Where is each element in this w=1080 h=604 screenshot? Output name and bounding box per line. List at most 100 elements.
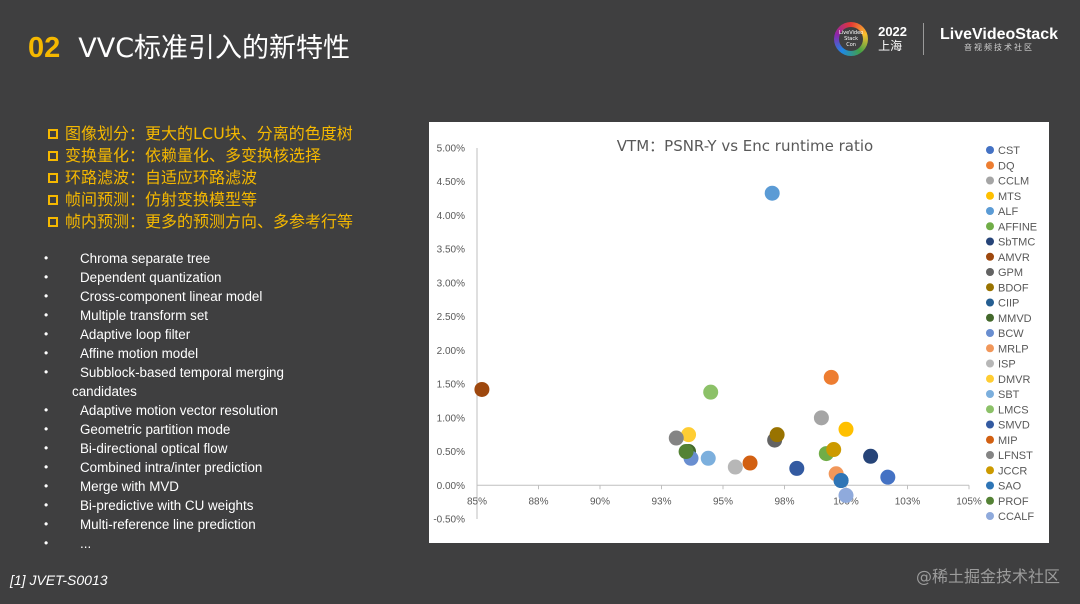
logo-divider: [923, 23, 925, 55]
legend-marker-gpm: [986, 268, 994, 276]
data-point-mip: [742, 455, 758, 471]
data-point-cst: [880, 469, 896, 485]
y-tick-label: 0.50%: [437, 447, 465, 458]
bullet-icon: •: [44, 441, 49, 455]
legend-label-sbt: SBT: [998, 389, 1020, 401]
list-item: • Chroma separate tree: [44, 251, 211, 266]
y-tick-label: 2.50%: [437, 312, 465, 323]
legend-marker-smvd: [986, 420, 994, 429]
footnote: [1] JVET-S0013: [10, 572, 108, 588]
data-point-sbt: [700, 450, 716, 466]
bullet-icon: •: [44, 498, 49, 512]
event-city: 上海: [878, 39, 903, 53]
data-point-lfnst: [668, 430, 684, 446]
feature-item: 环路滤波：自适应环路滤波: [48, 167, 353, 189]
legend-label-isp: ISP: [998, 359, 1016, 371]
y-tick-label: 4.00%: [437, 211, 465, 222]
legend-marker-amvr: [986, 252, 994, 261]
bullet-icon: •: [44, 460, 49, 474]
data-point-dmvr: [681, 427, 697, 443]
brand-logo: LiveVideoStack 音视频技术社区: [940, 26, 1058, 53]
scatter-chart: VTM：PSNR-Y vs Enc runtime ratio -0.50% 0.0…: [433, 137, 1037, 526]
scatter-chart-panel: VTM：PSNR-Y vs Enc runtime ratio -0.50% 0.0…: [429, 122, 1049, 543]
list-item: • Dependent quantization: [44, 270, 222, 285]
bullet-icon: •: [44, 270, 49, 284]
legend-marker-mip: [986, 435, 994, 444]
x-tick-label: 95%: [713, 496, 733, 507]
legend-marker-isp: [986, 359, 994, 368]
data-point-sbtmc: [863, 448, 879, 464]
list-item: • Combined intra/inter prediction: [44, 460, 263, 475]
data-point-ccalf: [838, 487, 854, 503]
data-point-prof: [678, 444, 694, 460]
bullet-icon: •: [44, 403, 49, 417]
data-point-sao: [833, 473, 849, 489]
checkbox-square-icon: [48, 217, 58, 227]
legend-label-cst: CST: [998, 145, 1020, 157]
bullet-icon: •: [44, 536, 49, 550]
list-item: • Multiple transform set: [44, 308, 208, 323]
event-logo-text: LiveVideo Stack Con: [839, 27, 863, 51]
feature-text: 帧间预测：仿射变换模型等: [65, 190, 258, 209]
x-tick-label: 85%: [467, 496, 487, 507]
legend-label-sbtmc: SbTMC: [998, 237, 1035, 249]
brand-name: LiveVideoStack: [940, 25, 1058, 43]
checkbox-square-icon: [48, 173, 58, 183]
legend-label-mip: MIP: [998, 435, 1018, 447]
bullet-icon: •: [44, 517, 49, 531]
checkbox-square-icon: [48, 151, 58, 161]
list-item: • Adaptive loop filter: [44, 327, 191, 342]
data-point-bdof: [769, 427, 785, 443]
feature-item: 变换量化：依赖量化、多变换核选择: [48, 145, 353, 167]
data-point-jccr: [826, 442, 842, 458]
x-tick-label: 93%: [651, 496, 671, 507]
data-point-cclm: [813, 410, 829, 426]
legend-label-mmvd: MMVD: [998, 313, 1032, 325]
legend-marker-sao: [986, 481, 994, 490]
legend-marker-cst: [986, 146, 994, 154]
legend-label-mts: MTS: [998, 191, 1021, 203]
legend-marker-jccr: [986, 466, 994, 475]
legend-marker-ciip: [986, 298, 994, 307]
data-point-smvd: [789, 460, 805, 476]
bullet-list: • Chroma separate tree • Dependent quantiz…: [44, 249, 374, 553]
legend-label-lmcs: LMCS: [998, 404, 1029, 416]
legend-marker-mmvd: [986, 313, 994, 322]
data-point-amvr: [474, 381, 490, 397]
event-info: 2022 上海: [878, 25, 907, 54]
legend-label-lfnst: LFNST: [998, 450, 1033, 462]
section-title: VVC标准引入的新特性: [78, 33, 351, 64]
y-tick-label: 3.50%: [437, 245, 465, 256]
y-tick-label: 4.50%: [437, 177, 465, 188]
x-tick-label: 105%: [956, 496, 982, 507]
bullet-icon: •: [44, 346, 49, 360]
feature-item: 帧内预测：更多的预测方向、多参考行等: [48, 211, 353, 233]
legend-marker-dq: [986, 161, 994, 170]
data-point-isp: [727, 459, 743, 475]
y-tick-label: 3.00%: [437, 278, 465, 289]
checkbox-square-icon: [48, 195, 58, 205]
data-point-mts: [838, 421, 854, 437]
legend-marker-mts: [986, 191, 994, 200]
list-item: •...: [44, 536, 92, 551]
legend-label-smvd: SMVD: [998, 420, 1030, 432]
section-number: 02: [28, 32, 61, 64]
feature-list: 图像划分：更大的LCU块、分离的色度树 变换量化：依赖量化、多变换核选择 环路滤…: [48, 123, 353, 233]
page-title: 02 VVC标准引入的新特性: [28, 26, 350, 65]
bullet-icon: •: [44, 308, 49, 322]
list-item: • Affine motion model: [44, 346, 199, 361]
legend-marker-bcw: [986, 329, 994, 337]
y-tick-label: 1.50%: [437, 380, 465, 391]
legend-marker-sbt: [986, 390, 994, 398]
legend-label-amvr: AMVR: [998, 252, 1030, 264]
legend-marker-lmcs: [986, 405, 994, 414]
legend-marker-alf: [986, 207, 994, 215]
legend-label-ciip: CIIP: [998, 298, 1019, 310]
legend-label-alf: ALF: [998, 206, 1018, 218]
legend-label-bdof: BDOF: [998, 282, 1029, 294]
feature-text: 图像划分：更大的LCU块、分离的色度树: [65, 124, 353, 143]
legend-label-dq: DQ: [998, 160, 1015, 172]
list-item: • Geometric partition mode: [44, 422, 231, 437]
y-tick-label: 5.00%: [437, 144, 465, 155]
x-tick-label: 98%: [774, 496, 794, 507]
